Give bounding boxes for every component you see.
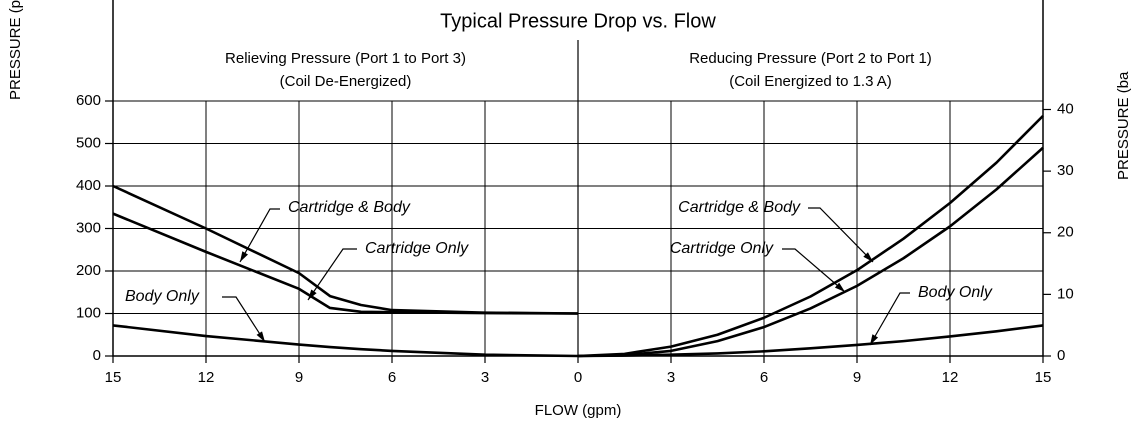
x-tick-label: 3 (667, 369, 675, 386)
panel-subtitle: (Coil De-Energized) (280, 73, 412, 90)
leader-line (869, 292, 910, 346)
x-tick-label: 6 (388, 369, 396, 386)
x-tick-label: 15 (1035, 369, 1052, 386)
leader-line (808, 207, 874, 263)
y-tick-label: 600 (76, 92, 101, 109)
y-tick-label: 500 (76, 134, 101, 151)
y2-tick-label: 20 (1057, 224, 1074, 241)
series-annotation: Body Only (125, 288, 200, 305)
y-tick-label: 400 (76, 177, 101, 194)
x-axis-label: FLOW (gpm) (535, 402, 622, 419)
chart-title: Typical Pressure Drop vs. Flow (440, 10, 716, 32)
leader-line (307, 248, 357, 301)
x-tick-label: 12 (942, 369, 959, 386)
y-tick-label: 300 (76, 219, 101, 236)
x-tick-label: 6 (760, 369, 768, 386)
line-series (112, 324, 579, 358)
y-tick-label: 100 (76, 304, 101, 321)
x-tick-label: 3 (481, 369, 489, 386)
series-annotation: Body Only (918, 284, 993, 301)
y2-axis-label: PRESSURE (ba (1115, 71, 1132, 180)
y-axis-label: PRESSURE (p (7, 0, 24, 100)
arrow-head (870, 334, 879, 345)
line-series (577, 324, 1044, 358)
arrow-head (256, 331, 265, 342)
leader-line (222, 296, 266, 343)
line-series (577, 146, 1044, 358)
y2-tick-label: 0 (1057, 347, 1065, 364)
y-tick-label: 0 (93, 347, 101, 364)
y2-tick-label: 10 (1057, 285, 1074, 302)
leader-line (239, 208, 280, 263)
x-tick-label: 9 (853, 369, 861, 386)
x-tick-label: 12 (198, 369, 215, 386)
arrow-head (240, 251, 249, 262)
series-annotation: Cartridge & Body (288, 199, 411, 216)
x-tick-label: 0 (574, 369, 582, 386)
arrow-head (863, 252, 873, 262)
series-annotation: Cartridge Only (670, 240, 774, 257)
y2-tick-label: 30 (1057, 162, 1074, 179)
panel-subtitle: Relieving Pressure (Port 1 to Port 3) (225, 50, 466, 67)
arrow-head (308, 289, 317, 300)
line-series (577, 114, 1044, 358)
line-series (112, 212, 579, 315)
panel-subtitle: Reducing Pressure (Port 2 to Port 1) (689, 50, 932, 67)
y-tick-label: 200 (76, 262, 101, 279)
panel-subtitle: (Coil Energized to 1.3 A) (729, 73, 892, 90)
arrow-head (834, 282, 845, 292)
y2-tick-label: 40 (1057, 100, 1074, 117)
series-annotation: Cartridge & Body (678, 199, 801, 216)
series-annotation: Cartridge Only (365, 240, 469, 257)
leader-line (782, 248, 846, 293)
x-tick-label: 9 (295, 369, 303, 386)
x-tick-label: 15 (105, 369, 122, 386)
